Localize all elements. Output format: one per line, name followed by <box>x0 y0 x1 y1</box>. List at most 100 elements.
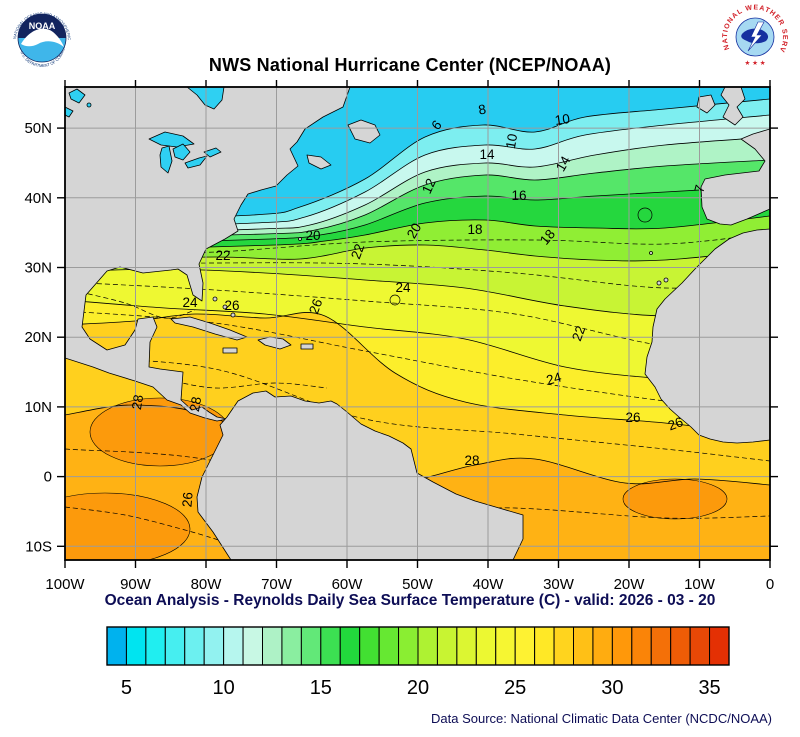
colorbar-cell <box>106 626 127 666</box>
colorbar-cells <box>106 626 730 666</box>
colorbar-cell <box>242 626 263 666</box>
x-tick-label: 0 <box>766 576 774 593</box>
colorbar-cell <box>339 626 361 666</box>
colorbar-cell <box>223 626 244 666</box>
isotherm-12 <box>65 136 770 236</box>
contour-label: 16 <box>511 188 526 203</box>
colorbar-cell <box>300 626 322 666</box>
contour-label: 24 <box>545 369 564 388</box>
temperature-colorbar: 5 10 15 20 25 30 35 <box>106 626 730 699</box>
lake-huron <box>172 143 191 161</box>
colorbar-cell <box>417 626 438 666</box>
axis-ticks <box>57 80 778 568</box>
colorbar-cell <box>650 626 672 666</box>
isotherm-8 <box>65 98 770 223</box>
contour-label: 26 <box>666 414 685 433</box>
colorbar-cell <box>203 626 225 666</box>
figure-caption: Ocean Analysis - Reynolds Daily Sea Surf… <box>104 592 716 609</box>
contour-label: 24 <box>395 280 411 295</box>
land-ireland <box>696 94 716 114</box>
island-bermuda <box>298 237 302 241</box>
island-bahamas-2 <box>222 304 228 310</box>
colorbar-cell <box>611 626 633 666</box>
land-africa <box>644 228 770 444</box>
x-tick-label: 70W <box>261 576 293 593</box>
colorbar-cell <box>670 626 691 666</box>
eddy-0 <box>637 207 653 223</box>
lat-lon-gridlines <box>65 87 770 560</box>
x-tick-label: 80W <box>191 576 223 593</box>
colorbar-cell <box>184 626 205 666</box>
colorbar-labels: 5 10 15 20 25 30 35 <box>121 677 721 699</box>
x-tick-label: 50W <box>402 576 434 593</box>
contour-label: 18 <box>537 227 558 248</box>
x-tick-label: 40W <box>473 576 505 593</box>
colorbar-cell <box>689 626 711 666</box>
contour-label: 22 <box>215 248 230 263</box>
contour-label: 12 <box>419 176 439 196</box>
x-tick-label: 20W <box>614 576 646 593</box>
island-bahamas-1 <box>212 296 218 302</box>
colorbar-cell <box>573 626 594 666</box>
island-canary-2 <box>663 277 669 283</box>
data-source-note: Data Source: National Climatic Data Cent… <box>431 711 772 726</box>
colorbar-cell <box>709 626 730 666</box>
page-title: NWS National Hurricane Center (NCEP/NOAA… <box>208 55 612 75</box>
contour-label: 26 <box>224 298 239 313</box>
lake-erie <box>184 155 208 169</box>
colorbar-cell <box>359 626 380 666</box>
island-bahamas-3 <box>230 312 236 318</box>
warm-patch-3 <box>65 492 191 560</box>
colorbar-cell <box>475 626 497 666</box>
contour-label: 28 <box>187 396 204 413</box>
y-tick-label: 50N <box>24 120 52 137</box>
colorbar-cell <box>262 626 283 666</box>
land-jamaica <box>222 347 238 354</box>
colorbar-frame <box>106 626 730 666</box>
x-axis-labels: 100W 90W 80W 70W 60W 50W 40W 30W 20W 10W 0 <box>45 576 774 593</box>
isotherm-20 <box>65 244 770 262</box>
colorbar-tick-label: 10 <box>213 677 235 699</box>
warm-patch-0 <box>89 397 231 467</box>
contour-label: 8 <box>477 102 487 118</box>
colorbar-cell <box>164 626 186 666</box>
x-tick-label: 60W <box>332 576 364 593</box>
nw-lakes <box>68 88 86 104</box>
isotherm-dashed-4 <box>65 356 770 462</box>
isotherm-dashed-0 <box>65 232 770 256</box>
contour-label: 26 <box>625 410 640 425</box>
colorbar-tick-label: 5 <box>121 677 132 699</box>
land-cuba <box>170 316 248 341</box>
contour-label: 18 <box>467 222 482 237</box>
nws-logo: NATIONAL WEATHER SERVICE ★ ★ ★ <box>722 4 787 69</box>
contour-label: 10 <box>503 133 520 150</box>
land-puerto-rico <box>300 343 314 350</box>
island-canary <box>656 280 662 286</box>
y-tick-label: 40N <box>24 190 52 207</box>
x-tick-label: 10W <box>684 576 716 593</box>
land-newfoundland <box>347 119 381 144</box>
colorbar-cell <box>125 626 147 666</box>
eddy-1 <box>389 294 401 306</box>
colorbar-cell <box>145 626 166 666</box>
x-tick-label: 100W <box>45 576 85 593</box>
lake-ontario <box>203 147 222 158</box>
contour-label: 22 <box>348 242 367 261</box>
contour-label: 20 <box>404 220 425 241</box>
small-lake <box>86 102 92 108</box>
contour-label: 28 <box>129 394 146 411</box>
colorbar-cell <box>456 626 477 666</box>
colorbar-tick-label: 15 <box>310 677 332 699</box>
colorbar-tick-label: 30 <box>601 677 623 699</box>
land-nova-scotia <box>306 154 332 170</box>
x-tick-label: 30W <box>543 576 575 593</box>
colorbar-cell <box>514 626 536 666</box>
colorbar-tick-label: 35 <box>698 677 720 699</box>
lake-michigan <box>159 145 173 174</box>
isotherm-dashed-6 <box>79 291 196 319</box>
colorbar-cell <box>320 626 341 666</box>
land-europe <box>700 128 770 226</box>
isotherm-dashed-8 <box>65 506 226 543</box>
